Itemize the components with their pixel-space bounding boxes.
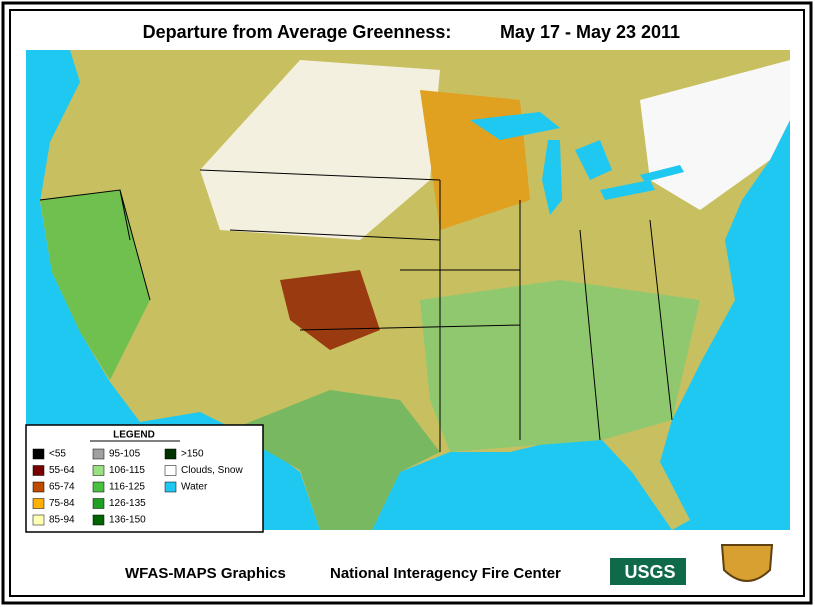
texas-green: [230, 390, 440, 530]
map: [26, 50, 790, 530]
legend-swatch: [92, 498, 105, 509]
map-title: Departure from Average Greenness:: [143, 22, 452, 42]
legend-swatch: [92, 448, 105, 460]
state-lines: [39, 169, 673, 452]
legend-label: 75-84: [49, 498, 75, 509]
legend-title: LEGEND: [113, 430, 155, 441]
legend-label: >150: [181, 449, 204, 460]
legend-label: Water: [181, 482, 208, 493]
legend-label: 95-105: [109, 449, 141, 460]
legend-swatch: [32, 465, 45, 476]
legend-swatch: [32, 498, 45, 509]
legend-swatch: [164, 481, 177, 493]
map-dates: May 17 - May 23 2011: [500, 22, 680, 42]
legend-label: Clouds, Snow: [181, 465, 243, 476]
legend-swatch: [164, 448, 177, 460]
legend-label: 65-74: [49, 482, 75, 493]
legend: LEGEND <55 55-64 65-74 75-84 85-94 95-105 106-…: [25, 424, 264, 533]
southeast-green: [420, 280, 700, 452]
legend-swatch: [32, 448, 45, 460]
footer-agency: National Interagency Fire Center: [330, 565, 561, 582]
legend-swatch: [32, 514, 45, 526]
usgs-logo-text: USGS: [624, 562, 675, 582]
legend-swatch: [92, 514, 105, 526]
footer-credit: WFAS-MAPS Graphics: [125, 565, 286, 582]
great-lakes: [470, 112, 684, 215]
legend-label: 55-64: [49, 465, 75, 476]
legend-label: 116-125: [109, 482, 145, 493]
inner-frame: [9, 9, 805, 597]
legend-swatch: [92, 481, 105, 493]
legend-label: 106-115: [109, 465, 145, 476]
legend-label: 136-150: [109, 515, 146, 526]
legend-box: [25, 424, 264, 533]
legend-label: 126-135: [109, 498, 146, 509]
legend-swatch: [164, 465, 177, 476]
legend-swatch: [32, 481, 45, 493]
northern-clouds: [200, 60, 440, 240]
forest-service-shield: [720, 544, 774, 582]
west-green: [40, 190, 150, 380]
usgs-logo: [610, 558, 686, 585]
legend-swatch: [92, 465, 105, 476]
legend-label: <55: [49, 449, 66, 460]
legend-label: 85-94: [49, 515, 75, 526]
